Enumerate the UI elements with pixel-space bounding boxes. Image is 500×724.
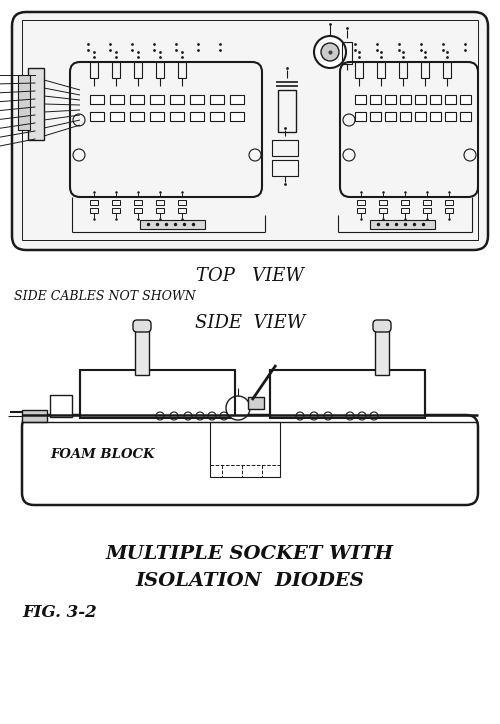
Text: MULTIPLE SOCKET WITH: MULTIPLE SOCKET WITH — [106, 545, 394, 563]
Bar — [423, 200, 431, 205]
Text: ISOLATION  DIODES: ISOLATION DIODES — [136, 572, 364, 590]
FancyBboxPatch shape — [22, 415, 478, 505]
Bar — [399, 62, 407, 78]
FancyBboxPatch shape — [373, 320, 391, 332]
Bar — [112, 62, 120, 78]
Bar — [90, 112, 104, 121]
Bar — [401, 200, 409, 205]
Bar — [445, 208, 453, 213]
Bar — [357, 200, 365, 205]
Bar — [90, 208, 98, 213]
Bar — [248, 397, 264, 409]
Bar — [272, 160, 298, 176]
Bar — [445, 112, 456, 121]
Bar — [80, 370, 235, 418]
Bar — [150, 95, 164, 104]
Circle shape — [314, 36, 346, 68]
Bar — [178, 208, 186, 213]
Bar — [190, 112, 204, 121]
Bar — [272, 140, 298, 156]
Bar — [355, 62, 363, 78]
Bar — [443, 62, 451, 78]
Bar — [22, 410, 47, 422]
Bar — [385, 112, 396, 121]
Text: TOP   VIEW: TOP VIEW — [196, 267, 304, 285]
Bar — [135, 330, 149, 375]
Bar — [379, 208, 387, 213]
Bar — [112, 200, 120, 205]
Bar — [90, 200, 98, 205]
Bar — [370, 220, 435, 229]
Bar — [355, 95, 366, 104]
Text: FIG. 3-2: FIG. 3-2 — [22, 604, 97, 621]
Bar — [278, 90, 296, 132]
Bar — [134, 200, 142, 205]
Bar — [400, 95, 411, 104]
Bar — [375, 330, 389, 375]
Bar — [445, 95, 456, 104]
Bar — [110, 112, 124, 121]
Bar — [28, 68, 44, 140]
Bar — [22, 20, 478, 240]
Bar — [130, 95, 144, 104]
Circle shape — [321, 43, 339, 61]
Bar — [379, 200, 387, 205]
Bar — [421, 62, 429, 78]
Bar — [90, 62, 98, 78]
Bar — [401, 208, 409, 213]
Bar — [460, 112, 471, 121]
Bar — [370, 112, 381, 121]
Bar — [210, 112, 224, 121]
Circle shape — [226, 396, 250, 420]
Bar — [423, 208, 431, 213]
Bar — [400, 112, 411, 121]
Bar — [178, 62, 186, 78]
FancyBboxPatch shape — [133, 320, 151, 332]
Bar — [170, 95, 184, 104]
Bar — [355, 112, 366, 121]
Bar — [445, 200, 453, 205]
Bar — [415, 112, 426, 121]
Text: SIDE CABLES NOT SHOWN: SIDE CABLES NOT SHOWN — [14, 290, 196, 303]
Bar — [430, 112, 441, 121]
Bar — [430, 95, 441, 104]
Bar — [170, 112, 184, 121]
Bar — [150, 112, 164, 121]
Text: FOAM BLOCK: FOAM BLOCK — [50, 448, 154, 461]
Bar — [110, 95, 124, 104]
Bar — [357, 208, 365, 213]
Bar — [415, 95, 426, 104]
Bar — [156, 208, 164, 213]
Bar — [270, 370, 425, 418]
Bar — [230, 95, 244, 104]
Bar — [370, 95, 381, 104]
Bar — [134, 208, 142, 213]
Bar — [342, 42, 352, 64]
FancyBboxPatch shape — [12, 12, 488, 250]
Bar — [230, 112, 244, 121]
Bar — [210, 95, 224, 104]
Bar — [18, 75, 30, 130]
Bar — [90, 95, 104, 104]
Bar — [377, 62, 385, 78]
Bar — [130, 112, 144, 121]
Bar — [385, 95, 396, 104]
Bar — [460, 95, 471, 104]
Bar — [210, 422, 280, 477]
Bar — [178, 200, 186, 205]
Bar — [134, 62, 142, 78]
Bar — [190, 95, 204, 104]
Bar — [112, 208, 120, 213]
Text: SIDE  VIEW: SIDE VIEW — [195, 314, 305, 332]
Bar — [50, 395, 72, 417]
Bar — [140, 220, 205, 229]
Bar — [156, 62, 164, 78]
Bar — [156, 200, 164, 205]
